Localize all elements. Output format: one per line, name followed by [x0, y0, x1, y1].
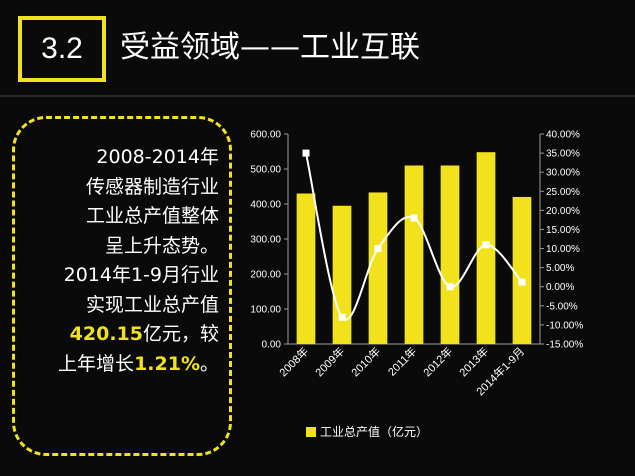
- right-tick-label: 10.00%: [546, 244, 580, 255]
- growth-marker: [374, 245, 382, 253]
- highlight-output-value: 420.15: [69, 323, 143, 345]
- x-tick-label: 2011年: [385, 344, 419, 378]
- legend-swatch: [306, 427, 316, 437]
- x-tick-label: 2010年: [348, 344, 383, 379]
- right-tick-label: 15.00%: [546, 225, 580, 236]
- summary-line: 2008-2014年: [96, 146, 219, 168]
- right-tick-label: -5.00%: [546, 301, 578, 312]
- page-title: 受益领域——工业互联: [120, 30, 420, 65]
- left-tick-label: 300.00: [250, 235, 281, 246]
- right-tick-label: 20.00%: [546, 206, 580, 217]
- bar: [404, 165, 424, 344]
- growth-line: [305, 152, 523, 321]
- summary-line: 传感器制造行业: [85, 175, 219, 198]
- title-divider: [0, 95, 635, 97]
- x-tick-label: 2013年: [456, 344, 491, 379]
- bar: [296, 193, 316, 344]
- x-tick-label: 2009年: [312, 344, 347, 379]
- right-tick-label: -10.00%: [546, 320, 583, 331]
- left-tick-label: 100.00: [250, 305, 281, 316]
- bar: [368, 192, 388, 344]
- section-number-box: 3.2: [18, 16, 106, 82]
- right-tick-label: -15.00%: [546, 340, 583, 351]
- summary-text: 上年增长: [58, 352, 135, 375]
- summary-line: 上年增长1.21%。: [31, 350, 219, 380]
- summary-text: 。: [199, 352, 219, 375]
- x-tick-label: 2008年: [276, 344, 311, 379]
- growth-marker: [410, 214, 418, 222]
- summary-line: 420.15亿元，较: [31, 320, 219, 350]
- right-tick-label: 25.00%: [546, 187, 580, 198]
- left-tick-label: 500.00: [250, 165, 281, 176]
- left-tick-label: 200.00: [250, 270, 281, 281]
- left-tick-label: 400.00: [250, 200, 281, 211]
- growth-marker: [446, 283, 454, 291]
- right-tick-label: 35.00%: [546, 149, 580, 160]
- legend-label: 工业总产值（亿元）: [320, 424, 428, 439]
- bar: [512, 196, 532, 344]
- growth-marker: [518, 278, 526, 286]
- x-tick-label: 2012年: [420, 344, 455, 379]
- summary-line: 实现工业总产值: [85, 293, 219, 316]
- summary-callout: 2008-2014年 传感器制造行业 工业总产值整体 呈上升态势。 2014年1…: [12, 116, 232, 456]
- highlight-growth-rate: 1.21%: [134, 352, 200, 375]
- left-tick-label: 0.00: [262, 340, 282, 351]
- growth-marker: [302, 149, 310, 157]
- right-tick-label: 40.00%: [546, 130, 580, 141]
- right-tick-label: 0.00%: [546, 282, 574, 293]
- bar: [440, 165, 460, 344]
- summary-text: 亿元，较: [142, 323, 219, 345]
- right-tick-label: 5.00%: [546, 263, 574, 274]
- output-chart: 0.00 100.00 200.00 300.00 400.00 500.00 600.00…: [250, 130, 583, 440]
- growth-marker: [338, 313, 346, 321]
- summary-line: 2014年1-9月行业: [63, 264, 219, 286]
- bar: [332, 205, 352, 344]
- left-tick-label: 600.00: [250, 130, 281, 141]
- summary-line: 呈上升态势。: [104, 234, 219, 257]
- right-tick-label: 30.00%: [546, 168, 580, 179]
- section-number: 3.2: [41, 32, 83, 65]
- summary-line: 工业总产值整体: [85, 205, 219, 227]
- growth-marker: [482, 241, 490, 249]
